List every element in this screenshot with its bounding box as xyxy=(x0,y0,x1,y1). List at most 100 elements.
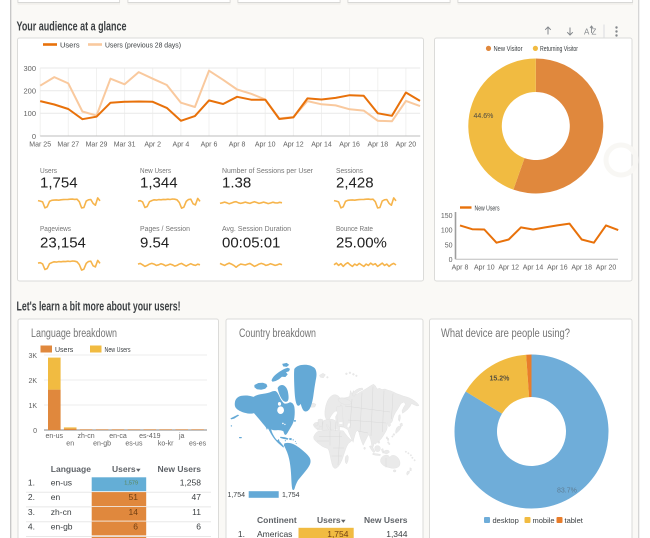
svg-text:3.: 3. xyxy=(28,507,35,517)
svg-text:1,754: 1,754 xyxy=(282,492,300,499)
svg-text:300: 300 xyxy=(23,64,36,73)
svg-text:Pages / Session: Pages / Session xyxy=(140,226,190,233)
svg-text:Americas: Americas xyxy=(257,529,292,538)
svg-text:Apr 10: Apr 10 xyxy=(255,142,276,149)
svg-text:9.54: 9.54 xyxy=(140,235,169,252)
svg-text:New Visitor: New Visitor xyxy=(494,46,524,53)
svg-text:0: 0 xyxy=(449,257,453,264)
svg-text:zh-cn: zh-cn xyxy=(51,507,72,517)
svg-text:1,258: 1,258 xyxy=(180,477,202,487)
svg-text:ko-kr: ko-kr xyxy=(158,440,174,447)
svg-text:6: 6 xyxy=(196,522,201,532)
svg-text:2.: 2. xyxy=(28,492,35,502)
svg-text:es-us: es-us xyxy=(125,440,143,447)
svg-text:A: A xyxy=(584,28,590,37)
svg-text:Apr 14: Apr 14 xyxy=(311,142,332,149)
svg-text:Pageviews: Pageviews xyxy=(40,226,71,233)
svg-text:1,344: 1,344 xyxy=(386,529,408,538)
svg-text:150: 150 xyxy=(441,213,453,220)
svg-text:mobile: mobile xyxy=(533,516,555,525)
svg-text:1,344: 1,344 xyxy=(140,175,178,192)
svg-text:14: 14 xyxy=(129,507,139,517)
svg-text:Users: Users xyxy=(55,347,74,354)
svg-text:44.6%: 44.6% xyxy=(474,113,494,120)
svg-text:Your audience at a glance: Your audience at a glance xyxy=(17,20,127,34)
svg-text:en-ca: en-ca xyxy=(109,433,127,440)
svg-text:New Users: New Users xyxy=(140,168,171,175)
svg-text:Sessions: Sessions xyxy=(336,168,363,175)
svg-text:en: en xyxy=(51,492,61,502)
svg-text:0: 0 xyxy=(32,132,36,141)
svg-text:Apr 12: Apr 12 xyxy=(498,265,519,272)
svg-text:1.38: 1.38 xyxy=(222,175,251,192)
svg-text:Apr 14: Apr 14 xyxy=(523,265,544,272)
svg-text:25.00%: 25.00% xyxy=(336,235,387,252)
svg-text:11: 11 xyxy=(192,507,201,517)
svg-text:Users: Users xyxy=(40,168,57,175)
svg-text:What device are people using?: What device are people using? xyxy=(441,328,570,340)
svg-text:Users: Users xyxy=(60,41,80,50)
svg-text:desktop: desktop xyxy=(493,516,519,525)
svg-text:200: 200 xyxy=(23,87,36,96)
svg-text:1,754: 1,754 xyxy=(227,492,245,499)
svg-text:es-419: es-419 xyxy=(139,433,161,440)
svg-text:en-gb: en-gb xyxy=(51,522,73,532)
svg-text:tablet: tablet xyxy=(565,516,584,525)
svg-text:en-gb: en-gb xyxy=(93,440,111,447)
svg-text:1,754: 1,754 xyxy=(327,529,349,538)
svg-text:2K: 2K xyxy=(28,378,37,385)
svg-text:Users (previous 28 days): Users (previous 28 days) xyxy=(105,41,181,50)
svg-text:47: 47 xyxy=(192,492,202,502)
svg-text:Number of Sessions per User: Number of Sessions per User xyxy=(222,168,314,175)
svg-text:Users: Users xyxy=(317,515,341,525)
svg-text:3K: 3K xyxy=(28,353,37,360)
svg-text:00:05:01: 00:05:01 xyxy=(222,235,280,252)
svg-text:en-us: en-us xyxy=(51,477,72,487)
svg-text:Apr 20: Apr 20 xyxy=(596,265,617,272)
svg-text:Apr 18: Apr 18 xyxy=(367,142,388,149)
svg-text:Apr 18: Apr 18 xyxy=(571,265,592,272)
svg-text:83.7%: 83.7% xyxy=(557,488,577,495)
svg-text:New Users: New Users xyxy=(105,347,131,354)
svg-text:Z: Z xyxy=(592,28,597,37)
svg-text:Apr 2: Apr 2 xyxy=(144,142,161,149)
svg-text:15.2%: 15.2% xyxy=(490,376,511,383)
svg-text:1.: 1. xyxy=(28,477,35,487)
svg-text:1.: 1. xyxy=(238,529,245,538)
svg-text:New Users: New Users xyxy=(158,464,202,474)
svg-text:Users: Users xyxy=(112,464,136,474)
svg-text:100: 100 xyxy=(441,228,453,235)
svg-text:50: 50 xyxy=(445,242,453,249)
svg-text:New Users: New Users xyxy=(475,206,500,213)
svg-text:Apr 16: Apr 16 xyxy=(547,265,568,272)
svg-text:Returning Visitor: Returning Visitor xyxy=(540,46,578,53)
svg-text:Country breakdown: Country breakdown xyxy=(239,328,316,340)
svg-text:23,154: 23,154 xyxy=(40,235,86,252)
svg-text:4.: 4. xyxy=(28,522,35,532)
svg-text:2,428: 2,428 xyxy=(336,175,374,192)
svg-text:Let's learn a bit more about y: Let's learn a bit more about your users! xyxy=(17,299,181,313)
svg-text:New Users: New Users xyxy=(364,515,408,525)
svg-text:ja: ja xyxy=(178,433,185,440)
svg-text:Apr 10: Apr 10 xyxy=(474,265,495,272)
svg-text:Apr 20: Apr 20 xyxy=(396,142,417,149)
svg-text:Avg. Session Duration: Avg. Session Duration xyxy=(222,226,291,233)
svg-text:0: 0 xyxy=(33,428,37,435)
svg-text:Bounce Rate: Bounce Rate xyxy=(336,226,373,233)
svg-text:Apr 6: Apr 6 xyxy=(201,142,218,149)
svg-text:Apr 4: Apr 4 xyxy=(173,142,190,149)
svg-text:Mar 29: Mar 29 xyxy=(86,142,108,149)
svg-text:Apr 8: Apr 8 xyxy=(229,142,246,149)
svg-text:Apr 16: Apr 16 xyxy=(339,142,360,149)
svg-text:Mar 27: Mar 27 xyxy=(57,142,79,149)
svg-text:Apr 8: Apr 8 xyxy=(452,265,469,272)
svg-text:Mar 31: Mar 31 xyxy=(114,142,136,149)
svg-text:en-us: en-us xyxy=(46,433,64,440)
svg-text:Continent: Continent xyxy=(257,515,297,525)
svg-text:Mar 25: Mar 25 xyxy=(29,142,51,149)
svg-text:Language breakdown: Language breakdown xyxy=(31,328,117,340)
svg-text:1,579: 1,579 xyxy=(124,481,138,487)
svg-text:51: 51 xyxy=(129,492,139,502)
svg-text:6: 6 xyxy=(133,522,138,532)
svg-text:zh-cn: zh-cn xyxy=(78,433,95,440)
